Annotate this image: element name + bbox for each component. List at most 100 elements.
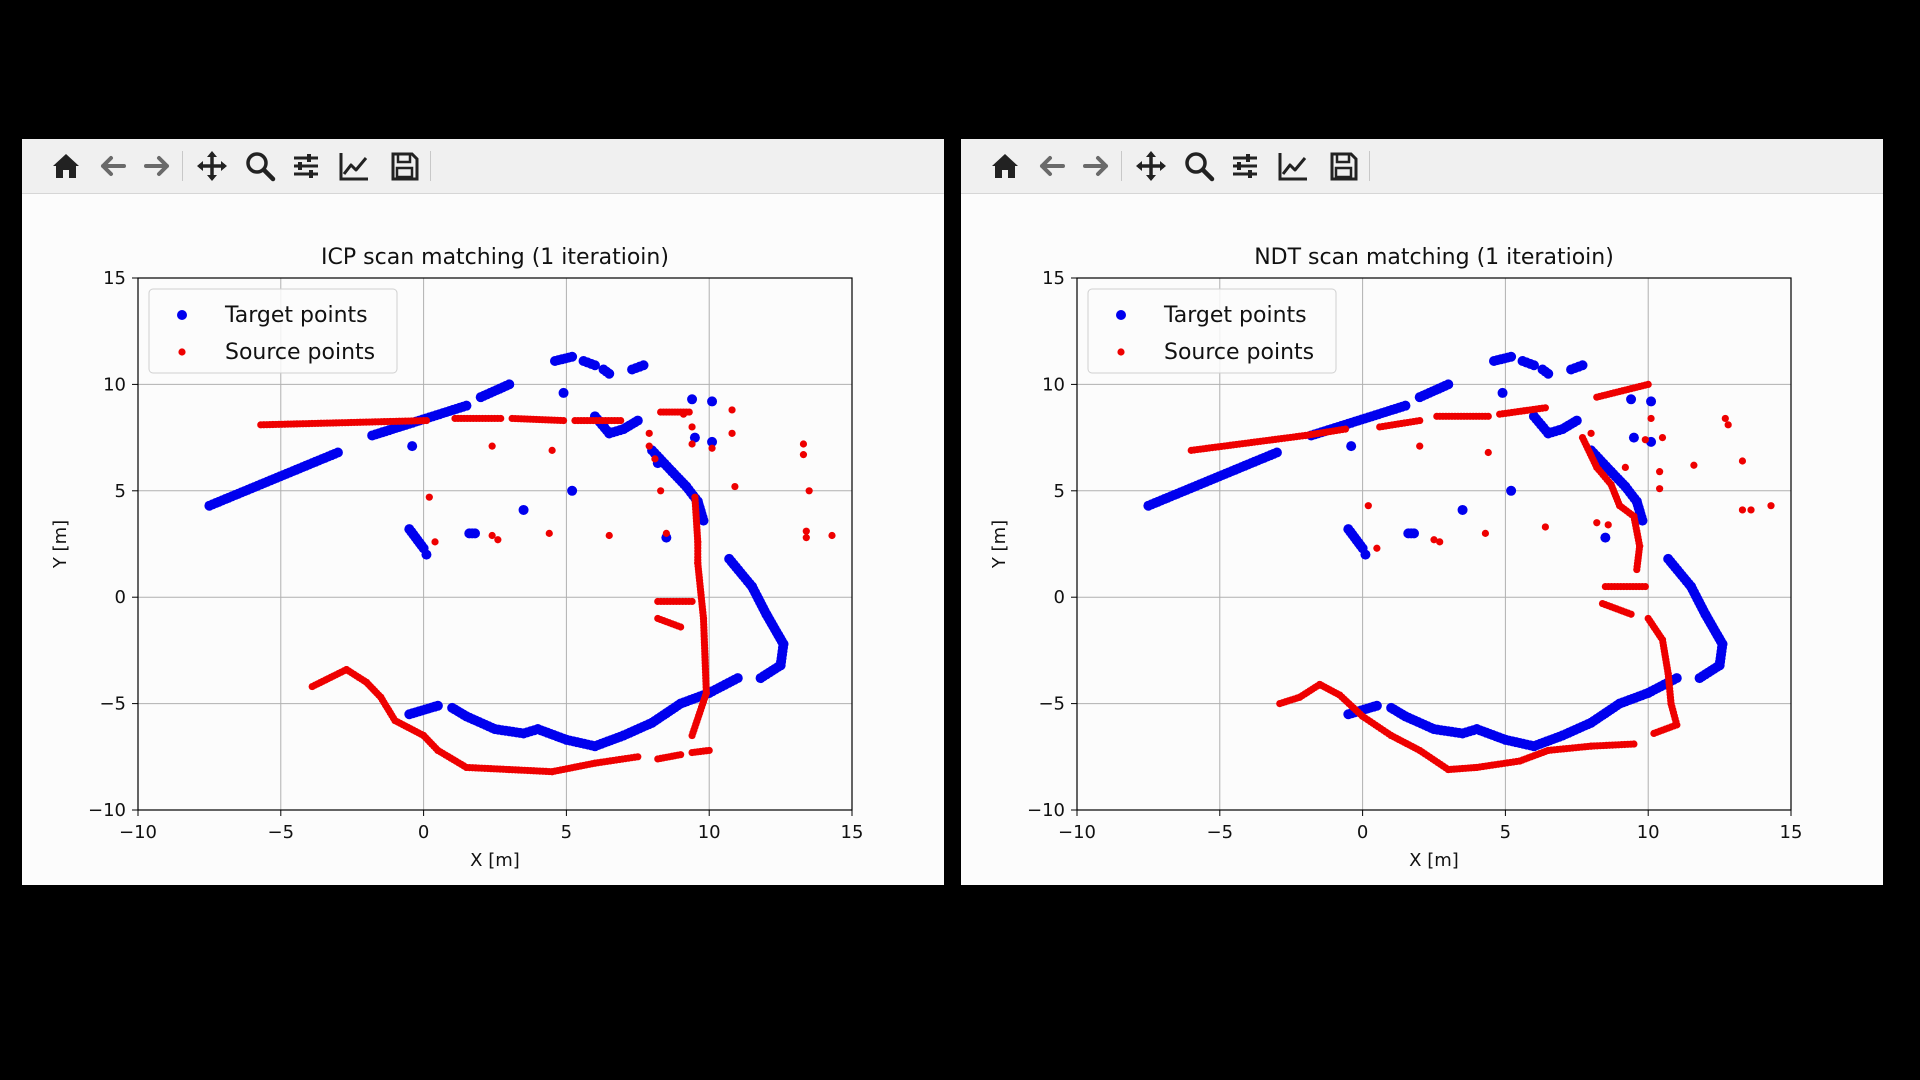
data-point [688, 731, 696, 740]
legend-marker [1117, 348, 1125, 356]
data-point [1658, 434, 1667, 442]
data-point [1641, 582, 1649, 591]
data-point [1637, 515, 1648, 526]
data-point [589, 360, 600, 371]
forward-button[interactable] [1079, 148, 1115, 184]
x-tick-label: 15 [841, 822, 864, 843]
data-point [805, 487, 813, 495]
data-point [707, 436, 718, 447]
floppy-disk-icon [1330, 152, 1358, 181]
data-point [407, 441, 418, 452]
x-tick-label: −10 [119, 822, 157, 843]
data-point [1373, 544, 1381, 552]
data-point [1443, 379, 1454, 390]
edit-axis-button[interactable] [336, 148, 372, 184]
y-tick-label: −10 [1027, 800, 1065, 821]
data-point [645, 442, 653, 450]
data-point [1343, 709, 1354, 720]
x-axis-label: X [m] [1409, 850, 1459, 871]
data-point [1400, 400, 1411, 411]
data-point [567, 485, 578, 496]
home-icon [992, 154, 1018, 178]
data-point [638, 360, 649, 371]
data-point [1604, 521, 1612, 529]
data-point [1364, 502, 1372, 510]
x-tick-label: 10 [698, 822, 721, 843]
data-point [645, 429, 653, 437]
zoom-icon [246, 152, 276, 182]
data-point [1409, 528, 1420, 539]
y-tick-label: 0 [115, 587, 126, 608]
chart-title: NDT scan matching (1 iteratioin) [1254, 245, 1614, 270]
data-point [1543, 368, 1554, 379]
pan-button[interactable] [194, 148, 230, 184]
data-point [687, 394, 698, 405]
toolbar [961, 139, 1883, 194]
arrow-right-icon [1083, 156, 1108, 176]
data-point [1271, 447, 1282, 458]
x-tick-label: 15 [1780, 822, 1803, 843]
data-point [688, 440, 696, 448]
data-point [1484, 412, 1492, 420]
edit-axis-button[interactable] [1275, 148, 1311, 184]
data-point [332, 447, 343, 458]
x-tick-label: 0 [1357, 822, 1368, 843]
data-point [1587, 429, 1595, 437]
data-point [497, 414, 505, 423]
back-button[interactable] [1033, 148, 1069, 184]
pan-button[interactable] [1133, 148, 1169, 184]
data-point [1481, 529, 1490, 537]
line-chart-icon [1278, 153, 1307, 181]
save-button[interactable] [386, 148, 422, 184]
data-point [1577, 360, 1588, 371]
data-point [707, 396, 718, 407]
x-axis-label: X [m] [470, 850, 520, 871]
home-icon [53, 154, 79, 178]
data-point [1690, 461, 1698, 469]
legend-label: Source points [1164, 340, 1314, 365]
data-point [799, 451, 808, 459]
save-button[interactable] [1325, 148, 1361, 184]
x-tick-label: 0 [418, 822, 429, 843]
toolbar-separator [430, 151, 431, 181]
legend-label: Target points [1163, 303, 1307, 328]
data-point [1484, 448, 1492, 457]
figure-window-icp: −10 −5 0 5 10 15 −10 −5 0 5 10 15 ICP scan matching … [22, 139, 944, 885]
y-tick-label: 0 [1054, 587, 1065, 608]
data-point [662, 529, 670, 537]
plot-icp: −10 −5 0 5 10 15 −10 −5 0 5 10 15 ICP scan matching … [50, 245, 864, 871]
y-tick-label: 5 [1054, 481, 1065, 502]
data-point [1541, 523, 1549, 531]
arrow-left-icon [1040, 156, 1065, 176]
data-point [634, 753, 642, 761]
plot-ndt: −10 −5 0 5 10 15 −10 −5 0 5 10 15 NDT scan matching … [989, 245, 1803, 871]
data-point [1633, 565, 1641, 574]
move-icon [197, 151, 227, 181]
data-point [1593, 519, 1601, 527]
forward-button[interactable] [140, 148, 176, 184]
data-point [1600, 532, 1611, 543]
home-button[interactable] [48, 148, 84, 184]
data-point [422, 416, 431, 425]
data-point [1541, 404, 1549, 412]
data-point [1630, 740, 1638, 748]
back-button[interactable] [94, 148, 130, 184]
data-point [617, 416, 625, 425]
configure-subplots-button[interactable] [288, 148, 324, 184]
home-button[interactable] [987, 148, 1023, 184]
toolbar [22, 139, 944, 194]
data-point [802, 534, 810, 542]
data-point [1724, 421, 1732, 429]
zoom-button[interactable] [242, 148, 278, 184]
y-tick-label: 15 [1042, 268, 1065, 289]
configure-subplots-button[interactable] [1227, 148, 1263, 184]
data-point [421, 549, 432, 560]
data-point [677, 751, 685, 759]
data-point [1738, 506, 1747, 514]
data-point [488, 531, 496, 540]
legend-marker [177, 310, 187, 320]
data-point [559, 416, 568, 425]
x-tick-label: 5 [561, 822, 572, 843]
data-point [632, 415, 643, 426]
zoom-button[interactable] [1181, 148, 1217, 184]
